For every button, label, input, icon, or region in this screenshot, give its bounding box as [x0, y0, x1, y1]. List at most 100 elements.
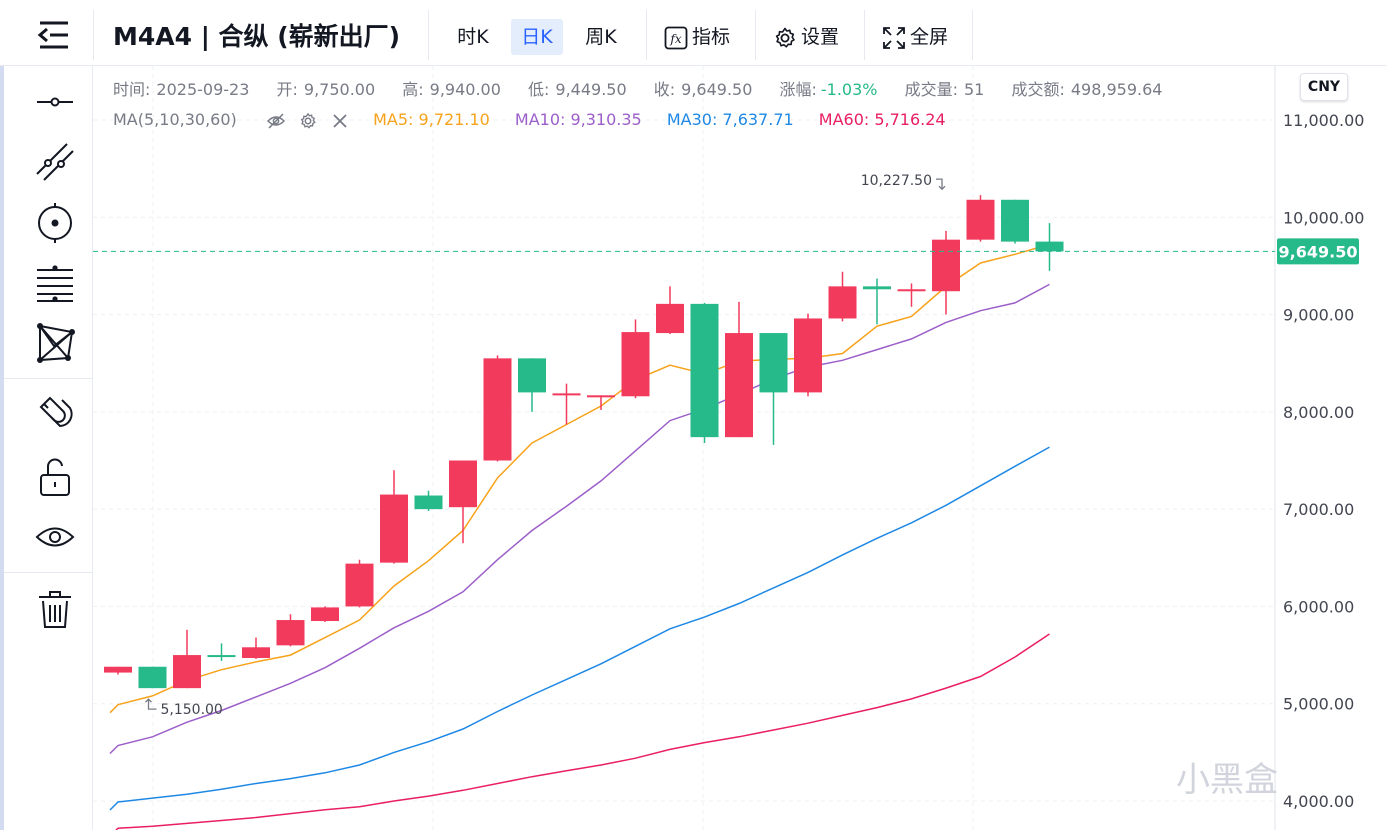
drawing-toolbar: [0, 66, 93, 830]
candle-body: [138, 666, 167, 689]
candle-body: [725, 333, 753, 438]
indicators-label: 指标: [692, 26, 731, 48]
candle-body: [276, 620, 305, 646]
change-label: 涨幅:: [779, 80, 817, 99]
candle: [587, 395, 615, 410]
candle: [518, 358, 546, 412]
candle: [656, 286, 684, 335]
y-tick-label: 4,000.00: [1283, 792, 1354, 811]
magnet-icon[interactable]: [34, 394, 76, 436]
high-info: 高: 9,940.00: [402, 80, 501, 99]
time-value: 2025-09-23: [156, 80, 250, 99]
fib-lines-icon[interactable]: [34, 262, 76, 304]
time-info: 时间: 2025-09-23: [113, 80, 249, 99]
pattern-icon[interactable]: [34, 322, 76, 364]
candle: [414, 490, 443, 512]
candle: [897, 283, 926, 307]
tab-period-week[interactable]: 周K: [585, 26, 617, 48]
candle-body: [966, 199, 995, 240]
fullscreen-icon: [883, 26, 905, 49]
candle-body: [656, 303, 684, 334]
candle: [725, 301, 753, 438]
high-value: 9,940.00: [429, 80, 501, 99]
low-label: 低:: [527, 80, 550, 99]
change-info: 涨幅: -1.03%: [779, 80, 877, 99]
ma10-label: MA10:: [514, 110, 566, 129]
ma5-line: [109, 243, 1050, 714]
currency-button[interactable]: CNY: [1300, 73, 1348, 101]
time-label: 时间:: [113, 80, 151, 99]
candle-body: [207, 655, 236, 658]
watermark-logo: 小黑盒: [1176, 760, 1278, 800]
ma-settings-icon[interactable]: [299, 112, 317, 130]
y-tick-label: 9,000.00: [1283, 306, 1354, 325]
candle: [828, 271, 857, 322]
candle: [690, 302, 719, 443]
gear-icon: [775, 27, 795, 48]
open-info: 开: 9,750.00: [276, 80, 375, 99]
candle: [104, 666, 132, 675]
trend-line-icon[interactable]: [34, 141, 76, 183]
ma60-value: 5,716.24: [874, 110, 946, 129]
sidebar-divider: [0, 572, 93, 573]
circle-target-icon[interactable]: [34, 202, 76, 244]
low-marker-label: 5,150.00: [161, 702, 223, 718]
fullscreen-button[interactable]: 全屏: [882, 19, 948, 55]
candle-body: [345, 563, 374, 607]
ma10-value: 9,310.35: [570, 110, 642, 129]
lock-open-icon[interactable]: [34, 456, 76, 498]
candle-body: [621, 332, 650, 397]
chart-grid: [93, 66, 1275, 830]
last-price-badge: [1277, 238, 1359, 265]
settings-button[interactable]: 设置: [773, 19, 839, 55]
fullscreen-label: 全屏: [910, 26, 949, 48]
ma60-label: MA60:: [818, 110, 870, 129]
candle: [345, 559, 374, 608]
indicators-button[interactable]: fx 指标: [664, 19, 730, 55]
y-tick-label: 8,000.00: [1283, 403, 1354, 422]
trash-icon[interactable]: [34, 588, 76, 630]
price-axis[interactable]: 4,000.00 5,000.00 6,000.00 7,000.00 8,000.00…: [93, 66, 1364, 830]
ma-lines: [109, 243, 1050, 830]
low-marker-arrow: [145, 698, 157, 710]
candle: [1001, 199, 1029, 244]
eye-off-icon[interactable]: [266, 112, 286, 130]
open-label: 开:: [276, 80, 298, 99]
eye-icon[interactable]: [34, 516, 76, 558]
change-value: -1.03%: [820, 80, 878, 99]
ma-legend: MA(5,10,30,60) MA5: 9,721.10 MA10: 9,310…: [113, 108, 966, 132]
y-tick-label: 11,000.00: [1283, 111, 1364, 130]
ma30-label: MA30:: [666, 110, 718, 129]
horizontal-line-icon[interactable]: [34, 81, 76, 123]
volume-label: 成交量:: [904, 80, 958, 99]
candle: [863, 278, 891, 325]
ma30-value: 7,637.71: [722, 110, 794, 129]
close-icon[interactable]: [332, 113, 348, 129]
tab-period-day[interactable]: 日K: [511, 19, 563, 55]
candle-body: [449, 460, 477, 508]
low-info: 低: 9,449.50: [528, 80, 627, 99]
candle-body: [690, 303, 719, 438]
fx-glyph: fx: [669, 32, 681, 46]
menu-collapse-icon[interactable]: [36, 20, 72, 50]
candle-body: [104, 666, 132, 673]
volume-info: 成交量: 51: [905, 80, 985, 99]
candle-body: [932, 239, 960, 292]
candle: [207, 643, 236, 661]
candle: [794, 313, 822, 397]
sidebar-divider: [0, 378, 93, 379]
tab-period-hour[interactable]: 时K: [457, 26, 489, 48]
toolbar-divider: [428, 10, 429, 60]
candle-body: [759, 333, 788, 393]
candle: [966, 195, 995, 242]
candlestick-chart[interactable]: 10,227.50 5,150.00 4,000.00 5,000.00 6,000.…: [93, 66, 1386, 830]
turnover-info: 成交额: 498,959.64: [1011, 80, 1162, 99]
toolbar-divider: [864, 10, 865, 60]
candle: [1035, 223, 1064, 271]
top-toolbar: M4A4 | 合纵 (崭新出厂) 时K 日K 周K fx 指标 设置 全屏: [0, 0, 1386, 66]
symbol-title[interactable]: M4A4 | 合纵 (崭新出厂): [113, 22, 401, 51]
candle-body: [242, 647, 270, 658]
candle-body: [587, 395, 615, 398]
candle: [483, 355, 512, 462]
